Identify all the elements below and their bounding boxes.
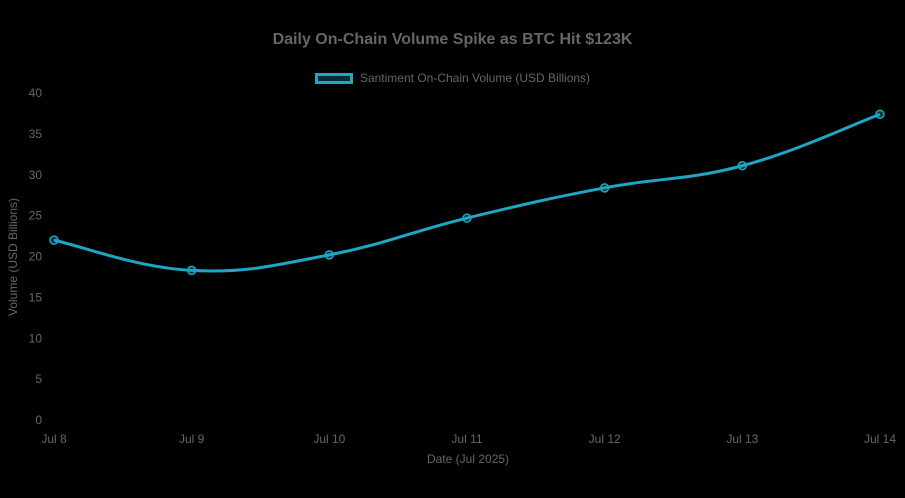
- data-point[interactable]: [49, 235, 59, 245]
- x-tick-label: Jul 13: [726, 432, 758, 446]
- data-point[interactable]: [462, 213, 472, 223]
- x-tick-label: Jul 11: [451, 432, 482, 446]
- x-tick-label: Jul 8: [41, 432, 67, 446]
- y-axis-ticks: 0 5 10 15 20 25 30 35 40: [29, 86, 43, 427]
- legend[interactable]: Santiment On-Chain Volume (USD Billions): [0, 70, 905, 86]
- data-points: [49, 109, 885, 276]
- x-tick-label: Jul 12: [589, 432, 621, 446]
- data-point[interactable]: [324, 250, 335, 260]
- x-axis-ticks: Jul 8 Jul 9 Jul 10 Jul 11 Jul 12 Jul 13 Jul 14: [41, 432, 896, 446]
- y-tick-label: 0: [35, 413, 42, 427]
- chart-title: Daily On-Chain Volume Spike as BTC Hit $…: [272, 31, 633, 48]
- y-tick-label: 40: [29, 86, 43, 100]
- y-tick-label: 5: [35, 372, 42, 386]
- y-tick-label: 25: [29, 209, 43, 223]
- y-tick-label: 20: [29, 250, 43, 264]
- y-tick-label: 30: [29, 168, 43, 182]
- x-tick-label: Jul 10: [313, 432, 345, 446]
- x-axis-title: Date (Jul 2025): [427, 452, 509, 466]
- data-point[interactable]: [186, 265, 197, 276]
- y-tick-label: 10: [29, 331, 43, 345]
- data-point[interactable]: [875, 109, 885, 120]
- data-point[interactable]: [737, 161, 748, 171]
- y-tick-label: 15: [29, 290, 43, 304]
- y-tick-label: 35: [29, 127, 43, 141]
- legend-swatch: [314, 72, 353, 84]
- data-point[interactable]: [599, 183, 610, 193]
- series-line: [53, 112, 881, 273]
- legend-label: Santiment On-Chain Volume (USD Billions): [359, 71, 591, 85]
- x-tick-label: Jul 14: [864, 432, 896, 446]
- x-tick-label: Jul 9: [179, 432, 205, 446]
- y-axis-title: Volume (USD Billions): [6, 198, 20, 316]
